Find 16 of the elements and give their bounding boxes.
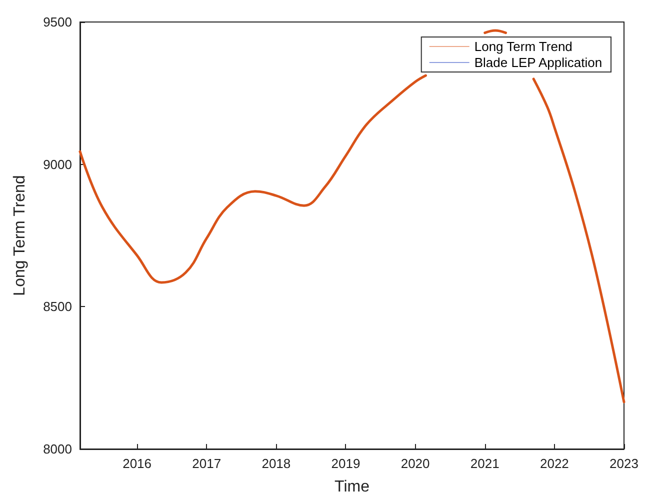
x-tick-label: 2018 (262, 456, 291, 471)
x-tick-label: 2019 (331, 456, 360, 471)
legend-label: Blade LEP Application (474, 55, 602, 70)
x-tick-label: 2023 (610, 456, 638, 471)
y-tick-label: 9000 (43, 156, 72, 172)
y-tick-label: 9500 (43, 14, 72, 30)
x-tick-label: 2017 (192, 456, 222, 471)
y-tick-label: 8500 (43, 299, 72, 314)
y-tick-label: 8000 (43, 442, 72, 456)
x-axis-title: Time (334, 478, 370, 496)
legend-label: Long Term Trend (474, 39, 572, 54)
y-axis-title: Long Term Trend (12, 175, 28, 296)
x-tick-label: 2022 (540, 456, 569, 471)
x-tick-label: 2016 (122, 456, 152, 471)
x-tick-label: 2020 (400, 456, 430, 471)
x-tick-label: 2021 (470, 456, 500, 471)
